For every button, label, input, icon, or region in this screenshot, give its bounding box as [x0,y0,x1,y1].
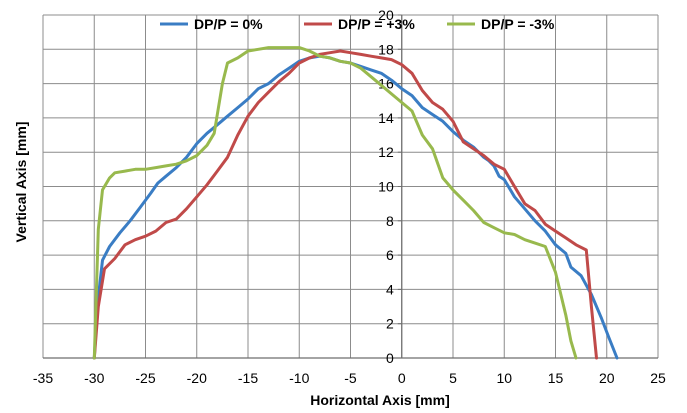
series-line-3 [92,46,578,360]
legend-label-1: DP/P = 0% [194,16,263,32]
y-tick-label: 4 [386,281,394,297]
y-axis-title: Vertical Axis [mm] [13,122,29,243]
x-tick-label: 25 [650,370,666,386]
series-line-1 [92,54,619,360]
x-tick-labels: -35 -30 -25 -20 -15 -10 -5 0 5 10 15 20 25 [33,370,666,386]
y-tick-label: 14 [378,110,394,126]
series-lines [92,46,619,360]
x-axis-title: Horizontal Axis [mm] [310,392,450,408]
legend: DP/P = 0% DP/P = +3% DP/P = -3% [160,16,555,32]
x-tick-label: 0 [398,370,406,386]
series-line-2 [92,49,598,360]
y-tick-label: 20 [378,7,394,23]
x-tick-label: -35 [33,370,53,386]
y-tick-label: 10 [378,179,394,195]
x-tick-label: -10 [289,370,309,386]
y-tick-label: 2 [386,316,394,332]
y-tick-label: 18 [378,41,394,57]
x-tick-label: -30 [84,370,104,386]
axes [43,14,658,359]
y-tick-label: 12 [378,144,394,160]
legend-label-3: DP/P = -3% [481,16,555,32]
legend-label-2: DP/P = +3% [338,16,415,32]
grid [42,14,659,359]
y-tick-label: 0 [386,350,394,366]
x-tick-label: 5 [449,370,457,386]
x-tick-label: -20 [187,370,207,386]
x-tick-label: -5 [344,370,357,386]
y-tick-label: 8 [386,213,394,229]
x-tick-label: -25 [135,370,155,386]
x-tick-label: -15 [238,370,258,386]
y-tick-label: 6 [386,247,394,263]
x-tick-label: 20 [599,370,615,386]
x-tick-label: 15 [548,370,564,386]
x-tick-label: 10 [496,370,512,386]
